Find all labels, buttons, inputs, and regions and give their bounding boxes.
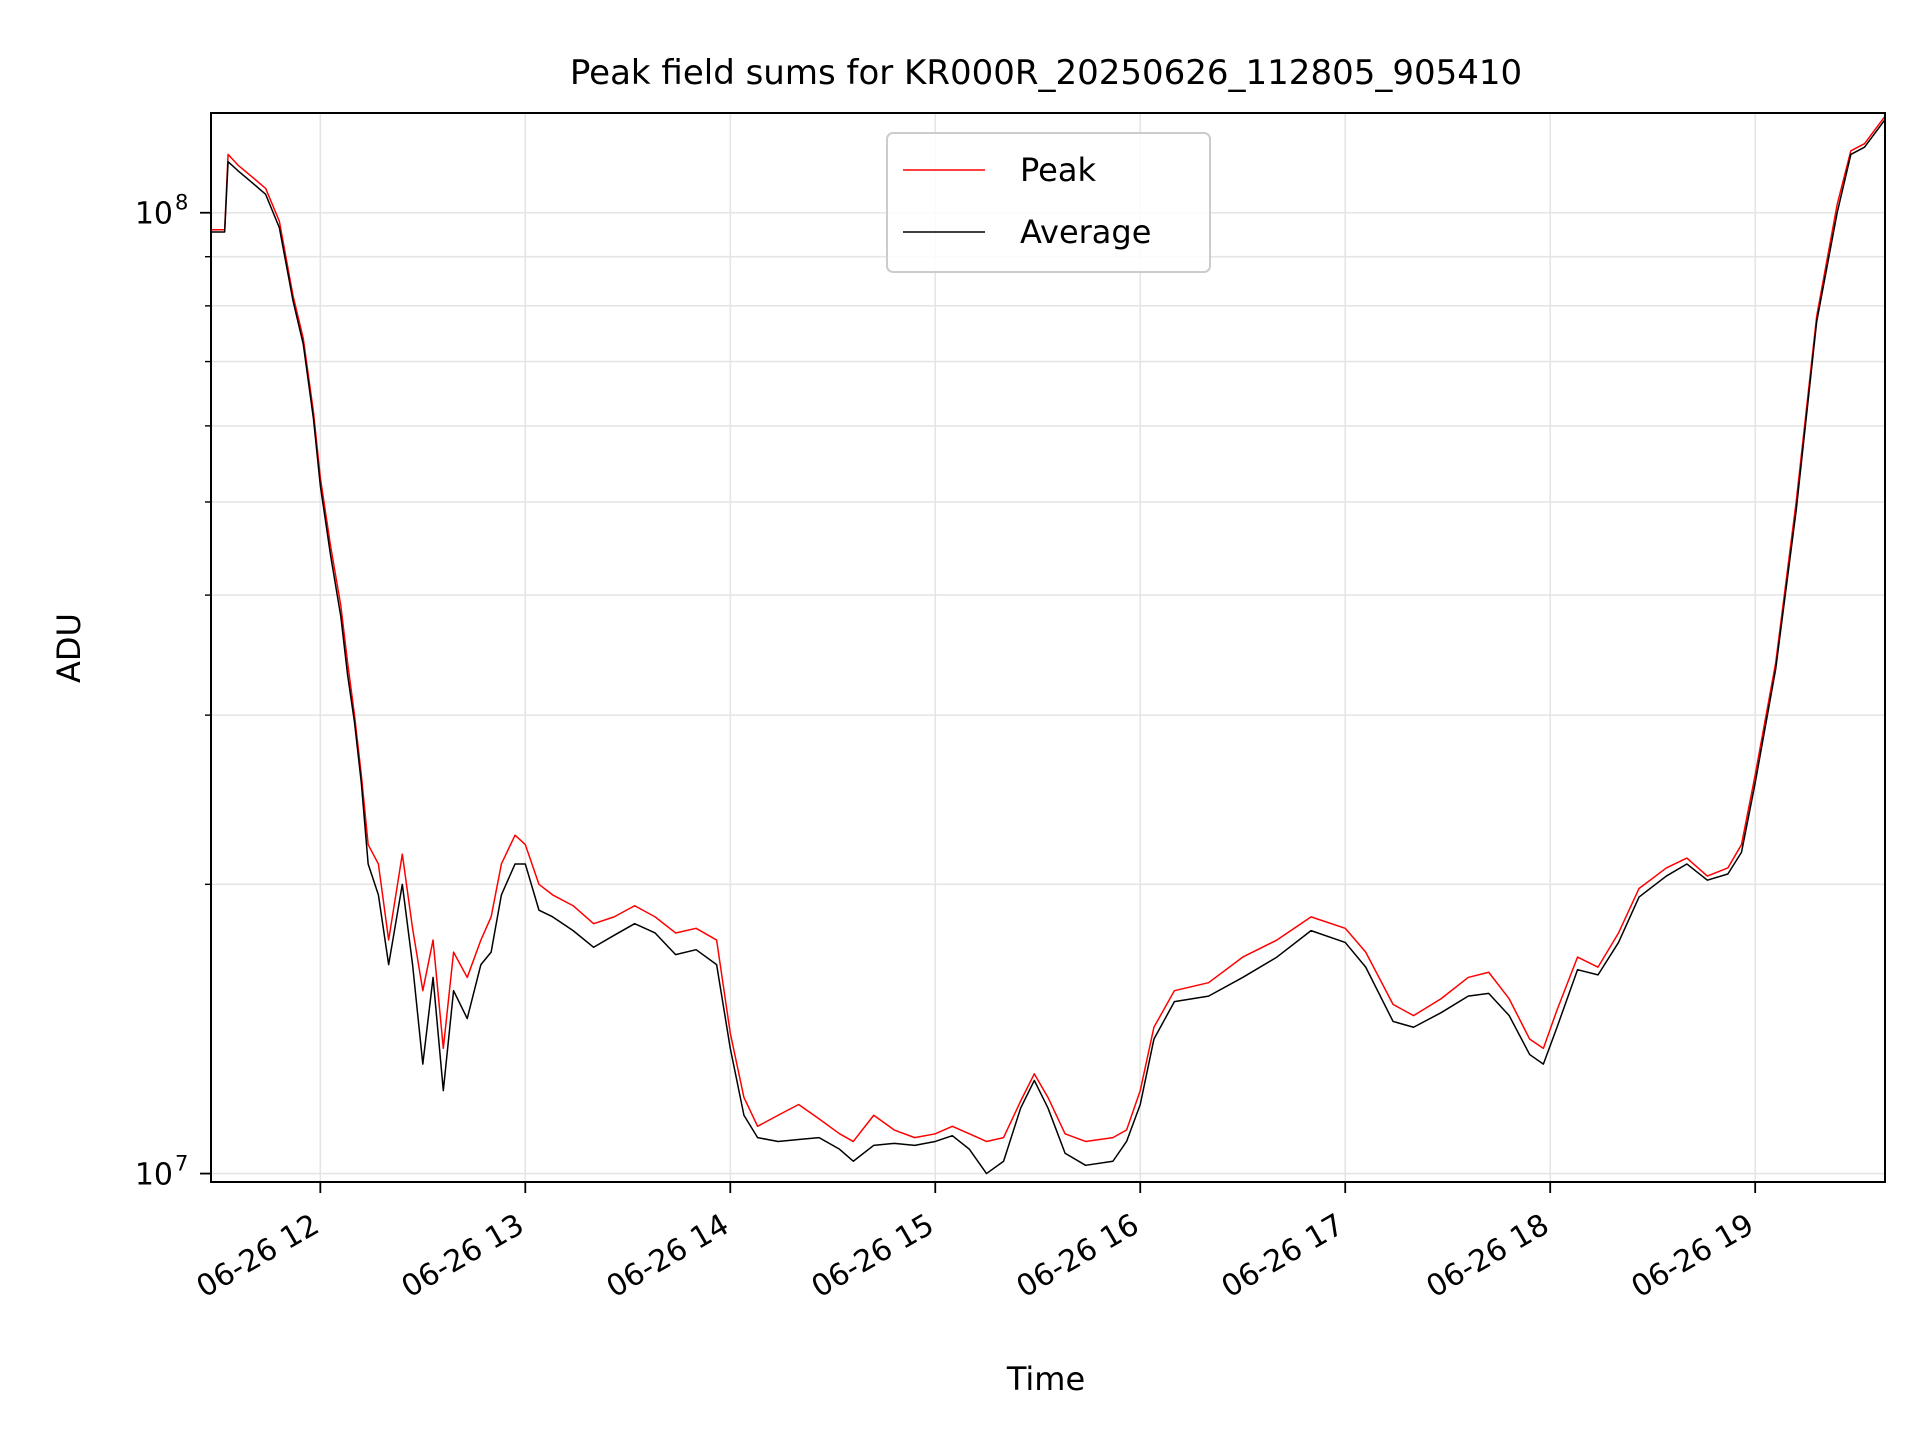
series-layer: [211, 115, 1885, 1175]
chart-title: Peak field sums for KR000R_20250626_1128…: [570, 53, 1522, 93]
y-tick-label: 10 7: [135, 1152, 189, 1193]
y-tick-label-exponent: 7: [175, 1152, 188, 1176]
y-tick-label-base: 10: [135, 197, 173, 232]
plot-frame: [210, 112, 1886, 1183]
y-axis-label: ADU: [50, 613, 88, 683]
grid: [211, 113, 1885, 1182]
y-tick-label: 10 8: [135, 191, 189, 232]
y-tick-label-exponent: 8: [175, 191, 188, 215]
x-axis-label: Time: [1006, 1360, 1085, 1398]
legend-box: [886, 132, 1211, 273]
legend-label-peak: Peak: [1020, 151, 1096, 189]
legend-label-average: Average: [1020, 213, 1151, 251]
series-line-average: [211, 119, 1885, 1175]
y-tick-label-base: 10: [135, 1158, 173, 1193]
legend: Peak Average: [886, 132, 1211, 273]
series-line-peak: [211, 115, 1885, 1143]
